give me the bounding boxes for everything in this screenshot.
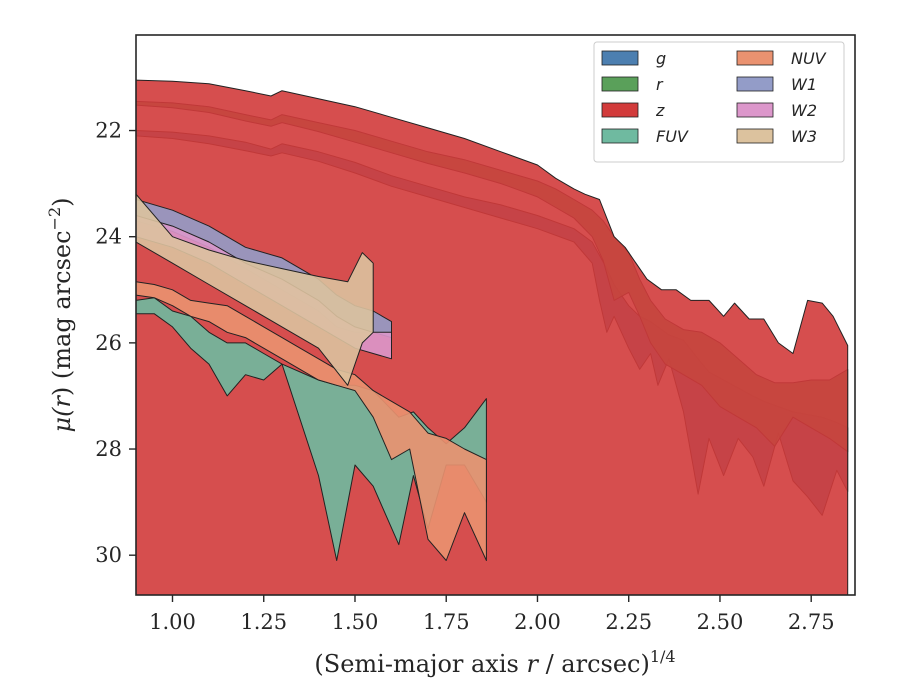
legend-label: z xyxy=(655,101,665,120)
legend-item-z: z xyxy=(601,101,665,120)
x-tick-label: 2.00 xyxy=(514,610,561,634)
y-tick-label: 28 xyxy=(95,437,122,461)
series-band-nuv xyxy=(136,281,487,561)
legend-swatch xyxy=(736,102,774,118)
x-tick-label: 1.50 xyxy=(332,610,379,634)
legend-swatch xyxy=(736,50,774,66)
y-tick-label: 26 xyxy=(95,331,122,355)
legend-swatch xyxy=(601,128,639,144)
legend-label: FUV xyxy=(656,127,689,146)
x-tick-label: 1.75 xyxy=(423,610,470,634)
legend-label: r xyxy=(656,75,664,94)
legend-label: g xyxy=(656,49,666,68)
legend-item-r: r xyxy=(601,75,664,94)
legend-swatch xyxy=(601,102,639,118)
legend-item-g: g xyxy=(601,49,666,68)
y-axis-label: μ(r) (mag arcsec−2) xyxy=(45,197,76,432)
x-tick-label: 1.00 xyxy=(149,610,196,634)
legend-swatch xyxy=(601,50,639,66)
y-tick-label: 30 xyxy=(95,543,122,567)
legend-label: W1 xyxy=(791,75,817,94)
legend-label: W3 xyxy=(791,127,817,146)
legend-swatch xyxy=(736,76,774,92)
x-tick-label: 1.25 xyxy=(240,610,287,634)
legend-frame xyxy=(593,41,845,163)
legend-label: W2 xyxy=(791,101,817,120)
legend-item-w3: W3 xyxy=(736,127,817,146)
y-tick-label: 24 xyxy=(95,225,122,249)
legend-item-w2: W2 xyxy=(736,101,817,120)
legend: grz FUV NUV W1 W2 W3 xyxy=(593,41,845,163)
legend-item-fuv: FUV xyxy=(601,127,689,146)
series-band-z xyxy=(136,79,849,595)
series-band-w3 xyxy=(136,193,374,386)
y-axis: 22 24 26 28 30 xyxy=(95,119,136,567)
x-tick-label: 2.50 xyxy=(697,610,744,634)
x-axis: 1.00 1.25 1.50 1.75 2.00 2.25 2.50 2.75 xyxy=(149,595,835,634)
series-layer xyxy=(136,79,849,595)
legend-item-w1: W1 xyxy=(736,75,817,94)
legend-swatch xyxy=(736,128,774,144)
plot-frame xyxy=(135,34,856,596)
x-axis-label: (Semi-major axis r / arcsec)1/4 xyxy=(314,647,675,678)
legend-swatch xyxy=(601,76,639,92)
y-tick-label: 22 xyxy=(95,119,122,143)
x-tick-label: 2.75 xyxy=(788,610,835,634)
legend-label: NUV xyxy=(791,49,827,68)
x-tick-label: 2.25 xyxy=(605,610,652,634)
legend-item-nuv: NUV xyxy=(736,49,827,68)
